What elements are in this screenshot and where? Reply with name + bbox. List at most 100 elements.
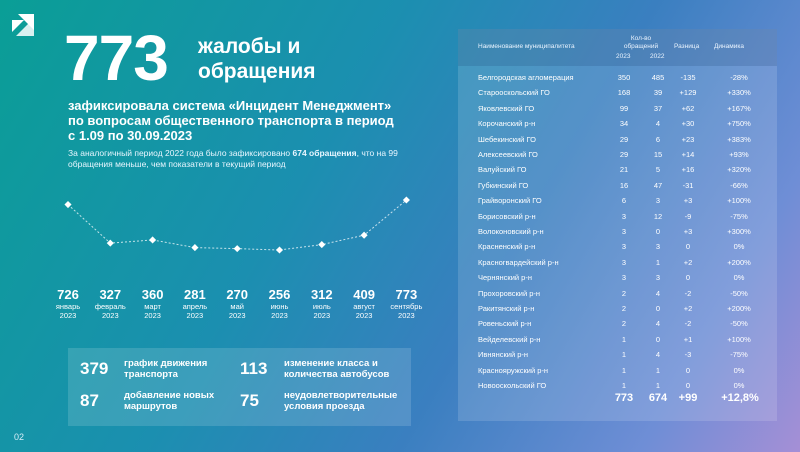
month-value: 773 xyxy=(395,287,418,302)
count-2023: 2 xyxy=(621,319,627,329)
table-row: Белгородская агломерация 350 485 -135 -28% xyxy=(458,70,777,85)
count-2023: 3 xyxy=(621,227,627,236)
count-2022: 4 xyxy=(655,319,661,329)
stat-number: 379 xyxy=(80,359,109,378)
table-row: Волоконовский р-н 3 0 +3 +300% xyxy=(458,224,777,239)
table-row: Ивнянский р-н 1 4 -3 -75% xyxy=(458,347,777,362)
municipality-table xyxy=(458,29,777,421)
note-text-start: За аналогичный период 2022 года было заф… xyxy=(68,148,293,158)
table-row: Прохоровский р-н 2 4 -2 -50% xyxy=(458,286,777,301)
difference: +62 xyxy=(681,103,695,113)
header-diff: Разница xyxy=(674,43,700,50)
difference: +1 xyxy=(683,334,693,344)
difference: -2 xyxy=(684,319,692,329)
data-point xyxy=(318,241,326,249)
count-2022: 4 xyxy=(655,288,661,298)
table-row: Красненский р-н 3 3 0 0% xyxy=(458,239,777,254)
municipality-name: Губкинский ГО xyxy=(478,180,529,190)
difference: +2 xyxy=(683,304,693,313)
month-value: 270 xyxy=(226,287,249,302)
stats-box: 379 график движения транспорта 113 измен… xyxy=(68,348,411,426)
month-label: 726 январь 2023 xyxy=(46,287,90,320)
dynamics: +93% xyxy=(729,150,749,159)
note-highlight: 674 обращения xyxy=(292,148,357,158)
table-row: Грайворонский ГО 6 3 +3 +100% xyxy=(458,193,777,208)
month-value: 726 xyxy=(57,287,79,302)
municipality-name: Волоконовский р-н xyxy=(478,227,544,236)
month-year: 2023 xyxy=(398,311,415,320)
month-label: 327 февраль 2023 xyxy=(88,287,132,320)
count-2022: 6 xyxy=(655,134,661,144)
count-2023: 6 xyxy=(621,196,627,206)
municipality-name: Красненский р-н xyxy=(478,242,536,252)
table-row: Старооскольский ГО 168 39 +129 +330% xyxy=(458,85,777,100)
data-point xyxy=(64,201,72,209)
month-year: 2023 xyxy=(186,311,204,320)
month-year: 2023 xyxy=(59,311,77,320)
difference: 0 xyxy=(685,381,691,390)
dynamics: +320% xyxy=(727,165,751,175)
data-point xyxy=(402,196,410,204)
stat-number: 75 xyxy=(240,391,259,410)
table-row: Корочанский р-н 34 4 +30 +750% xyxy=(458,116,777,131)
table-row: Яковлевский ГО 99 37 +62 +167% xyxy=(458,101,777,116)
municipality-name: Шебекинский ГО xyxy=(478,134,536,144)
total-2023: 773 xyxy=(614,392,634,404)
dynamics: +330% xyxy=(727,88,751,98)
count-2023: 29 xyxy=(619,134,629,144)
month-label: 312 июль 2023 xyxy=(300,287,344,320)
table-row: Чернянский р-н 3 3 0 0% xyxy=(458,270,777,285)
dynamics: -66% xyxy=(730,180,748,190)
total-2022: 674 xyxy=(648,392,668,404)
municipality-name: Новооскольский ГО xyxy=(478,381,547,390)
total-dynamics: +12,8% xyxy=(721,392,759,404)
count-2022: 0 xyxy=(655,304,661,313)
difference: -3 xyxy=(684,350,692,360)
table-row: Краснояружский р-н 1 1 0 0% xyxy=(458,363,777,378)
municipality-name: Краснояружский р-н xyxy=(478,365,549,375)
count-2022: 39 xyxy=(653,88,663,98)
count-2022: 1 xyxy=(655,365,661,375)
dynamics: -50% xyxy=(730,319,748,329)
table-row: Красногвардейский р-н 3 1 +2 +200% xyxy=(458,255,777,270)
municipality-name: Ракитянский р-н xyxy=(478,304,535,313)
table-row: Ракитянский р-н 2 0 +2 +200% xyxy=(458,301,777,316)
difference: -135 xyxy=(680,73,696,82)
municipality-name: Красногвардейский р-н xyxy=(478,257,559,267)
page-subtitle: зафиксировала система «Инцидент Менеджме… xyxy=(68,98,394,143)
data-point xyxy=(191,244,199,252)
table-row: Алексеевский ГО 29 15 +14 +93% xyxy=(458,147,777,162)
month-name: январь xyxy=(55,302,81,311)
municipality-name: Белгородская агломерация xyxy=(478,73,574,82)
month-name: май xyxy=(230,302,244,311)
logo-icon xyxy=(12,14,34,36)
count-2022: 4 xyxy=(655,119,661,129)
stat-label: добавление новых маршрутов xyxy=(124,390,215,412)
difference: -2 xyxy=(684,288,692,298)
table-row: Шебекинский ГО 29 6 +23 +383% xyxy=(458,132,777,147)
dynamics: +383% xyxy=(727,134,751,144)
table-row: Новооскольский ГО 1 1 0 0% xyxy=(458,378,777,393)
month-year: 2023 xyxy=(271,311,288,320)
header-2023: 2023 xyxy=(616,53,631,60)
count-2023: 16 xyxy=(619,180,629,190)
difference: +129 xyxy=(679,88,697,98)
dynamics: +200% xyxy=(727,257,751,267)
stat-item: 379 график движения транспорта xyxy=(80,358,234,380)
municipality-name: Вейделевский р-н xyxy=(478,334,541,344)
dynamics: -75% xyxy=(730,211,748,221)
count-2022: 0 xyxy=(655,334,661,344)
comparison-note: За аналогичный период 2022 года было заф… xyxy=(68,148,398,170)
count-2022: 4 xyxy=(655,350,661,360)
municipality-name: Ивнянский р-н xyxy=(478,350,529,360)
difference: -9 xyxy=(684,211,692,221)
month-year: 2023 xyxy=(228,311,246,320)
count-2022: 3 xyxy=(655,273,661,283)
difference: 0 xyxy=(685,365,691,375)
municipality-name: Алексеевский ГО xyxy=(478,150,538,159)
month-name: август xyxy=(353,302,375,311)
municipality-name: Корочанский р-н xyxy=(478,119,536,129)
month-name: март xyxy=(144,302,161,311)
municipality-name: Ровеньский р-н xyxy=(478,319,532,329)
dynamics: +100% xyxy=(727,196,751,206)
